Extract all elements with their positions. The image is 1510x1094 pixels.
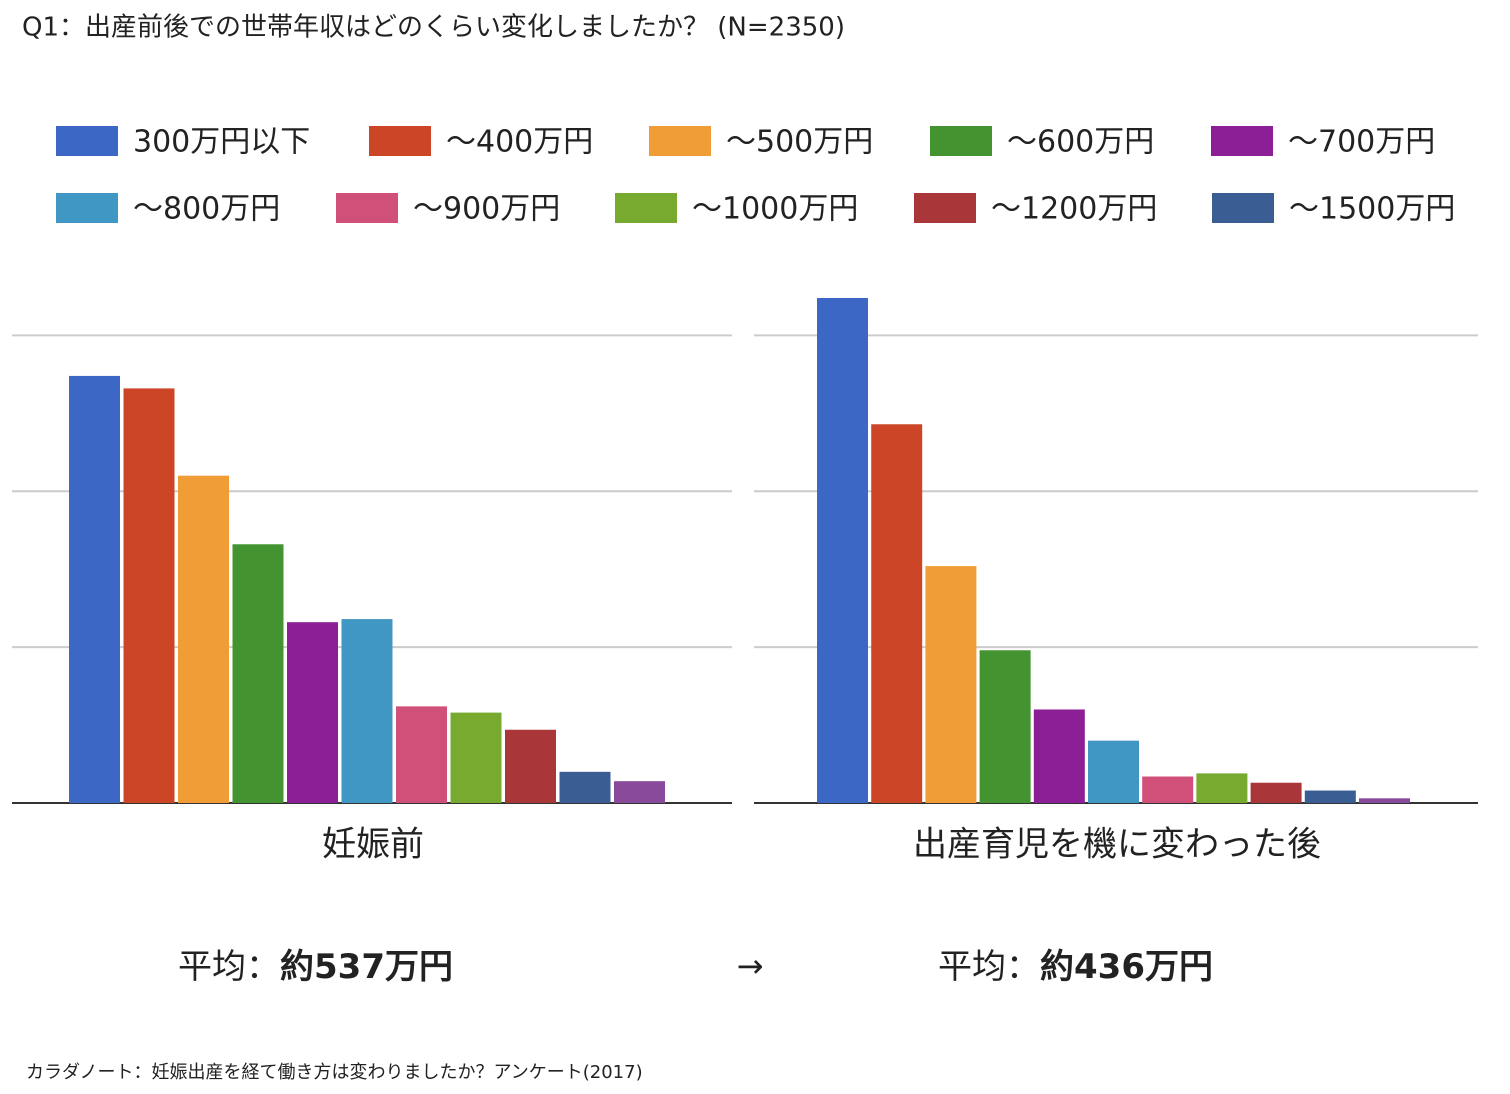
- legend-label: ～900万円: [413, 192, 560, 227]
- bar: [1033, 709, 1085, 803]
- average: 平均：約537万円: [178, 947, 453, 987]
- bar: [69, 375, 120, 803]
- legend-label: ～600万円: [1007, 125, 1154, 160]
- legend-label: ～1200万円: [991, 192, 1157, 227]
- bar: [1359, 798, 1410, 803]
- bar: [450, 712, 502, 803]
- bar: [1304, 790, 1356, 803]
- bar: [871, 424, 923, 803]
- bar: [559, 771, 611, 803]
- legend-label: ～800万円: [133, 192, 280, 227]
- legend-swatch: [1211, 126, 1273, 156]
- source: カラダノート：妊娠出産を経て働き方は変わりましたか？アンケート(2017): [26, 1062, 643, 1083]
- bar: [505, 729, 556, 803]
- bar: [1088, 740, 1139, 803]
- bar: [614, 781, 665, 803]
- x-axis-label: 妊娠前: [322, 825, 424, 865]
- average-label: 平均：: [938, 947, 1040, 987]
- bar: [232, 544, 284, 803]
- bar: [979, 650, 1031, 803]
- title: Q1：出産前後での世帯年収はどのくらい変化しましたか？ (N=2350): [22, 13, 845, 43]
- average-value: 約436万円: [1040, 947, 1213, 987]
- bar: [925, 566, 977, 803]
- legend-swatch: [336, 193, 398, 223]
- average-value: 約537万円: [280, 947, 453, 987]
- legend-label: ～700万円: [1288, 125, 1435, 160]
- arrow: →: [737, 947, 764, 985]
- average-label: 平均：: [178, 947, 280, 987]
- bar: [396, 706, 447, 803]
- legend-swatch: [914, 193, 976, 223]
- legend-swatch: [615, 193, 677, 223]
- legend-label: ～500万円: [726, 125, 873, 160]
- bar: [1250, 782, 1302, 803]
- bar: [287, 622, 338, 803]
- bar: [123, 388, 175, 803]
- legend-swatch: [930, 126, 992, 156]
- legend-label: ～1000万円: [692, 192, 858, 227]
- bar: [178, 475, 229, 803]
- legend-label: 300万円以下: [133, 125, 310, 160]
- legend-swatch: [1212, 193, 1274, 223]
- x-axis-label: 出産育児を機に変わった後: [913, 825, 1321, 865]
- legend-swatch: [369, 126, 431, 156]
- bar: [817, 298, 868, 803]
- legend-swatch: [649, 126, 711, 156]
- average: 平均：約436万円: [938, 947, 1213, 987]
- bar: [1142, 776, 1194, 803]
- legend-label: ～400万円: [446, 125, 593, 160]
- bar: [1196, 773, 1248, 803]
- bar: [341, 619, 393, 803]
- legend-swatch: [56, 193, 118, 223]
- legend-swatch: [56, 126, 118, 156]
- legend-label: ～1500万円: [1289, 192, 1455, 227]
